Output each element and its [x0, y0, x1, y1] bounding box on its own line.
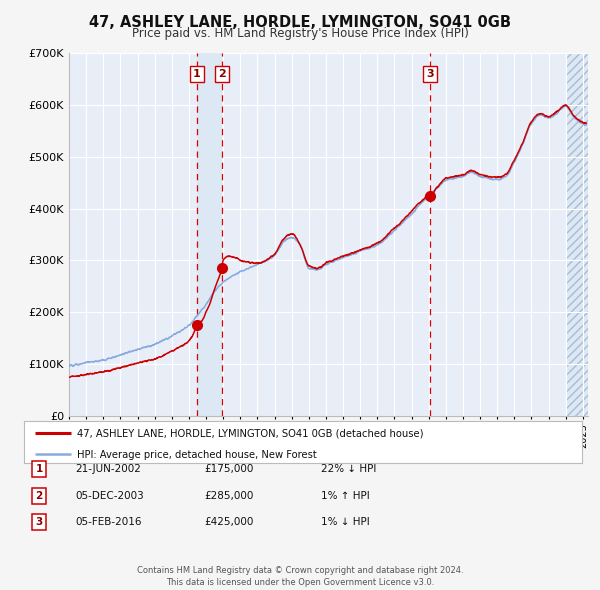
Text: HPI: Average price, detached house, New Forest: HPI: Average price, detached house, New …	[77, 450, 317, 460]
Text: 2: 2	[35, 491, 43, 500]
Text: 05-DEC-2003: 05-DEC-2003	[75, 491, 144, 500]
Text: 1% ↑ HPI: 1% ↑ HPI	[321, 491, 370, 500]
Bar	[567, 53, 588, 416]
Text: £285,000: £285,000	[204, 491, 253, 500]
Text: 1% ↓ HPI: 1% ↓ HPI	[321, 517, 370, 527]
Text: Price paid vs. HM Land Registry's House Price Index (HPI): Price paid vs. HM Land Registry's House …	[131, 27, 469, 40]
Text: 47, ASHLEY LANE, HORDLE, LYMINGTON, SO41 0GB: 47, ASHLEY LANE, HORDLE, LYMINGTON, SO41…	[89, 15, 511, 30]
Text: 22% ↓ HPI: 22% ↓ HPI	[321, 464, 376, 474]
Text: 47, ASHLEY LANE, HORDLE, LYMINGTON, SO41 0GB (detached house): 47, ASHLEY LANE, HORDLE, LYMINGTON, SO41…	[77, 428, 424, 438]
Text: £175,000: £175,000	[204, 464, 253, 474]
Text: 1: 1	[193, 69, 201, 79]
Bar	[197, 53, 222, 416]
Text: 3: 3	[35, 517, 43, 527]
Text: 2: 2	[218, 69, 226, 79]
Text: £425,000: £425,000	[204, 517, 253, 527]
Text: 21-JUN-2002: 21-JUN-2002	[75, 464, 141, 474]
Text: Contains HM Land Registry data © Crown copyright and database right 2024.
This d: Contains HM Land Registry data © Crown c…	[137, 566, 463, 587]
Text: 1: 1	[35, 464, 43, 474]
Text: 3: 3	[427, 69, 434, 79]
Text: 05-FEB-2016: 05-FEB-2016	[75, 517, 142, 527]
